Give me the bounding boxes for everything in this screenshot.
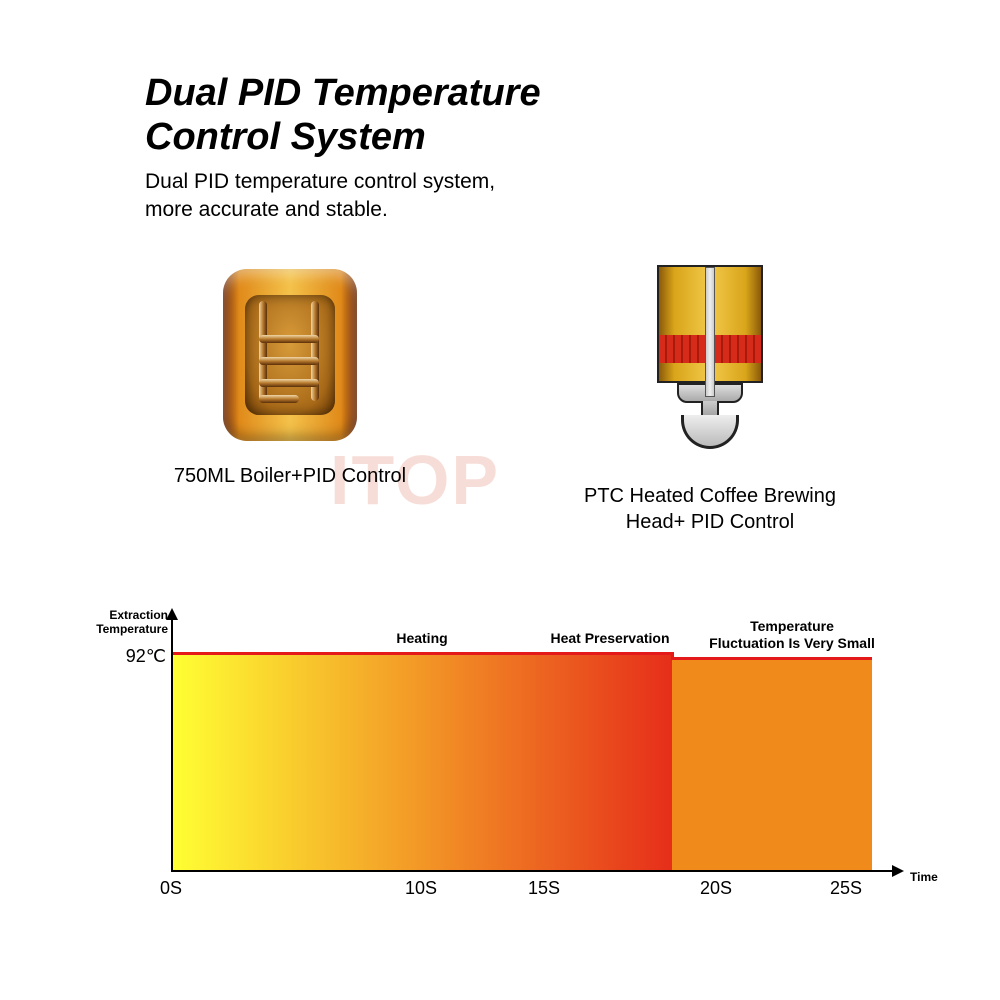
boiler-illustration bbox=[215, 265, 365, 445]
y-axis-line bbox=[171, 616, 173, 872]
phase-label-preservation: Heat Preservation bbox=[520, 630, 700, 647]
x-tick: 10S bbox=[405, 878, 437, 899]
phase-label-heating: Heating bbox=[332, 630, 512, 647]
y-axis-tick: 92℃ bbox=[116, 646, 166, 667]
x-tick: 15S bbox=[528, 878, 560, 899]
page-subtitle: Dual PID temperature control system,more… bbox=[145, 168, 495, 225]
brewhead-label: PTC Heated Coffee BrewingHead+ PID Contr… bbox=[584, 483, 836, 535]
x-tick: 0S bbox=[160, 878, 182, 899]
x-axis-label: Time bbox=[910, 870, 938, 884]
component-boiler: 750ML Boiler+PID Control bbox=[150, 265, 430, 535]
x-axis-line bbox=[171, 870, 893, 872]
temp-line-1 bbox=[172, 652, 672, 655]
temp-line-2 bbox=[672, 657, 872, 660]
chart-plot-area: Heating Heat Preservation TemperatureFlu… bbox=[172, 630, 872, 870]
boiler-label: 750ML Boiler+PID Control bbox=[174, 463, 406, 489]
x-tick: 20S bbox=[700, 878, 732, 899]
chart-fill-1 bbox=[172, 654, 672, 870]
y-axis-arrow bbox=[166, 608, 178, 620]
x-tick: 25S bbox=[830, 878, 862, 899]
page-title: Dual PID TemperatureControl System bbox=[145, 72, 541, 159]
phase-label-fluctuation: TemperatureFluctuation Is Very Small bbox=[692, 618, 892, 652]
x-axis-arrow bbox=[892, 865, 904, 877]
y-axis-label: ExtractionTemperature bbox=[92, 608, 168, 637]
brewhead-illustration bbox=[635, 265, 785, 465]
temperature-chart: ExtractionTemperature 92℃ Heating Heat P… bbox=[100, 612, 905, 922]
component-row: 750ML Boiler+PID Control PTC Heated Coff… bbox=[0, 265, 1000, 535]
chart-fill-2 bbox=[672, 659, 872, 870]
component-brewhead: PTC Heated Coffee BrewingHead+ PID Contr… bbox=[570, 265, 850, 535]
